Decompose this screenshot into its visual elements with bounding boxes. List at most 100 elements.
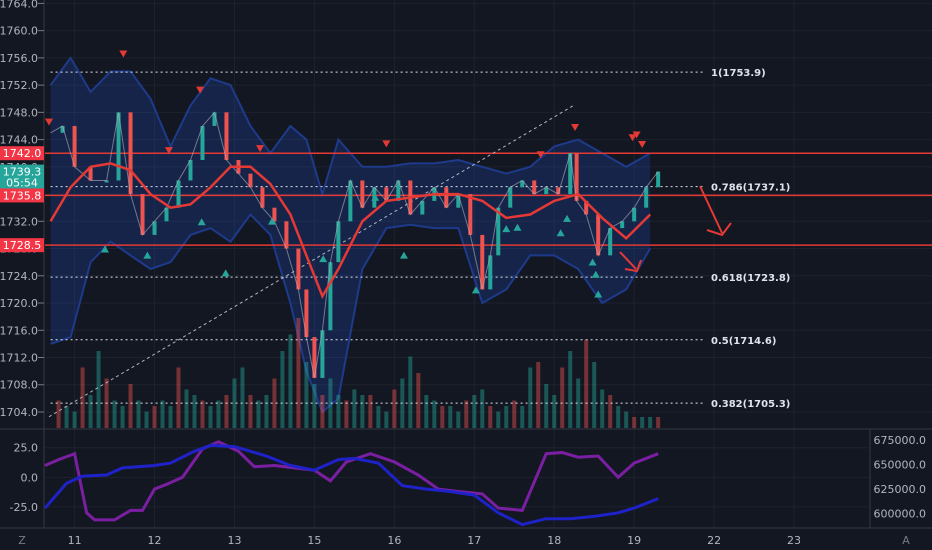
sell-marker	[628, 134, 637, 142]
projection-arrows	[619, 185, 732, 273]
oscillator-right-tick-label: 625000.0	[874, 483, 927, 496]
volume-bar	[440, 406, 445, 428]
volume-bar	[408, 356, 413, 428]
volume-bar	[544, 384, 549, 428]
price-candle	[200, 125, 205, 161]
volume-bar	[488, 406, 493, 428]
volume-bar	[616, 406, 621, 428]
buy-marker	[588, 258, 597, 266]
volume-bar	[144, 411, 149, 428]
price-candle	[656, 171, 661, 188]
volume-bar	[304, 362, 309, 428]
buy-marker	[502, 225, 511, 233]
price-candle	[532, 180, 537, 195]
oscillator-right-tick-label: 675000.0	[874, 434, 927, 447]
price-tick-label: 1720.0	[0, 297, 38, 310]
signal-markers	[44, 50, 647, 298]
volume-bar	[504, 406, 509, 428]
volume-bar	[472, 395, 477, 428]
buy-marker	[563, 214, 572, 222]
price-candle	[384, 187, 389, 201]
price-badge-label: 1728.5	[3, 239, 42, 252]
volume-bar	[160, 400, 165, 428]
volume-bar	[360, 395, 365, 428]
price-candle	[336, 221, 341, 263]
volume-bar	[376, 406, 381, 428]
volume-bar	[224, 395, 229, 428]
volume-bar	[184, 389, 189, 428]
price-badge-label: 1742.0	[3, 147, 42, 160]
volume-bar	[576, 378, 581, 428]
timezone-icon[interactable]: Z	[18, 534, 26, 547]
bollinger-upper	[49, 56, 651, 198]
moving-average-line	[49, 162, 652, 300]
price-candle	[496, 207, 501, 256]
price-tick-label: 1724.0	[0, 270, 38, 283]
volume-bar	[128, 384, 133, 428]
price-badge-label: 05:54	[6, 176, 38, 189]
price-candle	[644, 187, 649, 208]
price-tick-label: 1756.0	[0, 52, 38, 65]
auto-scale-button[interactable]: A	[902, 534, 910, 547]
price-candle	[480, 234, 485, 290]
volume-bar	[384, 411, 389, 428]
volume-bar	[512, 400, 517, 428]
price-candle	[574, 153, 579, 201]
sell-marker	[164, 147, 173, 155]
projection-arrow-line-2	[619, 251, 637, 270]
volume-bar	[320, 395, 325, 428]
price-candle	[632, 207, 637, 222]
price-series	[50, 111, 661, 378]
volume-bar	[72, 411, 77, 428]
volume-bar	[136, 400, 141, 428]
time-tick-label: 16	[387, 534, 401, 547]
fib-level-label: 0.786(1737.1)	[711, 183, 790, 194]
buy-marker	[143, 251, 152, 259]
volume-bar	[264, 395, 269, 428]
volume-bar	[648, 417, 653, 428]
price-candle	[284, 221, 289, 249]
volume-histogram	[56, 318, 661, 428]
volume-bar	[432, 400, 437, 428]
volume-bar	[200, 400, 205, 428]
price-candle	[444, 187, 449, 208]
projection-arrow-head	[706, 222, 732, 237]
volume-bar	[656, 417, 661, 428]
auto-scale-icon[interactable]: A	[902, 534, 910, 547]
volume-bar	[536, 362, 541, 428]
fibonacci-retracement: 1(1753.9) 0.786(1737.1) 0.618(1723.8) 0.5(1…	[50, 68, 790, 410]
volume-bar	[168, 406, 173, 428]
volume-bar	[480, 389, 485, 428]
volume-bar	[336, 395, 341, 428]
volume-bar	[520, 406, 525, 428]
price-candle	[164, 207, 169, 222]
price-tick-label: 1752.0	[0, 79, 38, 92]
volume-bar	[592, 362, 597, 428]
time-tick-label: 17	[467, 534, 481, 547]
projection-arrow-head-2	[624, 259, 642, 273]
price-badge	[0, 175, 44, 190]
fib-level-label: 1(1753.9)	[711, 68, 766, 79]
volume-bar	[208, 406, 213, 428]
price-tick-label: 1760.0	[0, 25, 38, 38]
price-tick-label: 1748.0	[0, 106, 38, 119]
time-tick-label: 23	[787, 534, 801, 547]
time-tick-label: 13	[227, 534, 241, 547]
price-candle	[396, 180, 401, 201]
price-candle	[224, 112, 229, 161]
price-badge	[0, 188, 44, 203]
timezone-button[interactable]: Z	[18, 534, 26, 547]
volume-bar	[232, 378, 237, 428]
oscillator-left-tick-label: -25.0	[10, 501, 38, 514]
volume-bar	[248, 395, 253, 428]
sell-marker	[382, 140, 391, 148]
price-candle	[72, 125, 77, 167]
buy-marker	[591, 270, 600, 278]
volume-bar	[312, 384, 317, 428]
price-tick-label: 1712.0	[0, 352, 38, 365]
price-candle	[272, 207, 277, 222]
volume-bar	[464, 400, 469, 428]
volume-bar	[624, 411, 629, 428]
volume-bar	[608, 395, 613, 428]
